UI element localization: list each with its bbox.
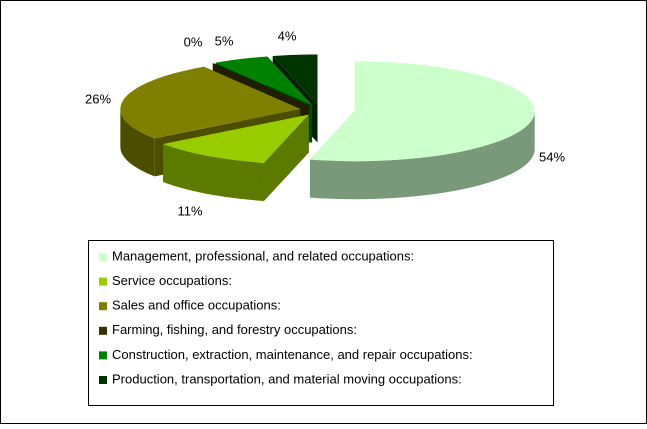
- data-label: 5%: [215, 33, 234, 48]
- legend-label: Service occupations:: [112, 273, 232, 288]
- slice-wall: [309, 111, 535, 200]
- data-label: 0%: [184, 34, 203, 49]
- pie-slice: [163, 114, 309, 202]
- legend-label: Management, professional, and related oc…: [112, 248, 414, 263]
- legend-label: Production, transportation, and material…: [112, 371, 462, 386]
- pie: 4% 5% 0% 26% 54% 11%: [85, 28, 565, 218]
- slice-top: [272, 54, 318, 105]
- slice-top: [163, 114, 309, 164]
- legend-label: Sales and office occupations:: [112, 298, 281, 313]
- pie-slice: [309, 61, 535, 200]
- legend-label: Farming, fishing, and forestry occupatio…: [112, 322, 357, 337]
- data-label: 54%: [539, 149, 565, 164]
- data-label: 4%: [278, 28, 297, 43]
- slice-wall: [120, 108, 155, 177]
- legend-box: [88, 240, 554, 406]
- slice-top: [120, 66, 301, 139]
- slice-top: [309, 61, 535, 162]
- data-label: 11%: [177, 203, 202, 218]
- legend-swatch: [99, 277, 107, 286]
- slice-top: [215, 56, 313, 105]
- legend-swatch: [99, 376, 107, 384]
- legend: Management, professional, and related oc…: [99, 248, 473, 386]
- legend-swatch: [99, 253, 107, 261]
- data-label: 26%: [85, 91, 111, 106]
- legend-swatch: [99, 302, 107, 311]
- slice-wall: [163, 143, 264, 202]
- legend-swatch: [99, 351, 107, 360]
- legend-swatch: [99, 326, 107, 335]
- legend-label: Construction, extraction, maintenance, a…: [112, 347, 473, 362]
